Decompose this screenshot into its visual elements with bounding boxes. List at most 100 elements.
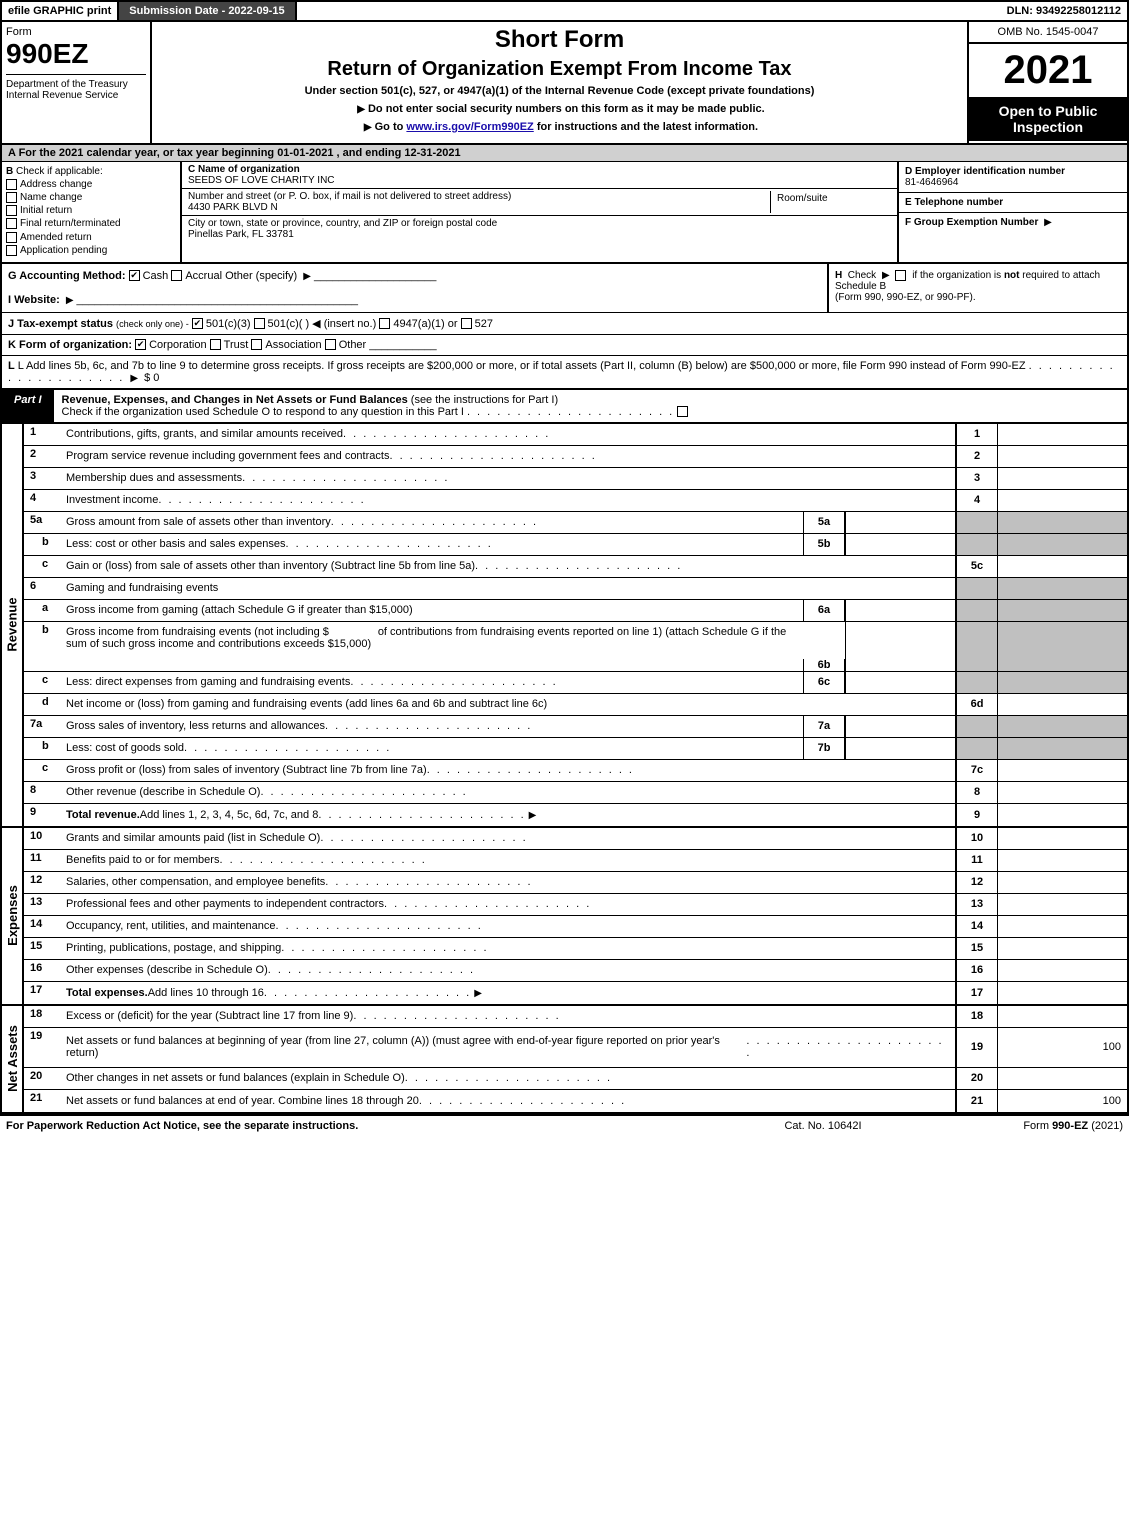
amt-13 xyxy=(997,894,1127,915)
amt-12 xyxy=(997,872,1127,893)
i-label: I Website: xyxy=(8,294,60,306)
form-ref: Form 990-EZ (2021) xyxy=(923,1120,1123,1132)
side-revenue: Revenue xyxy=(2,424,24,826)
b-label: Check if applicable: xyxy=(16,166,103,177)
chk-trust[interactable] xyxy=(210,339,221,350)
chk-cash[interactable] xyxy=(129,270,140,281)
chk-amended[interactable] xyxy=(6,232,17,243)
amt-21: 100 xyxy=(997,1090,1127,1112)
amt-8 xyxy=(997,782,1127,803)
form-header: Form 990EZ Department of the Treasury In… xyxy=(0,22,1129,145)
street: 4430 PARK BLVD N xyxy=(188,202,278,213)
part1-check-text: Check if the organization used Schedule … xyxy=(62,406,464,418)
amt-14 xyxy=(997,916,1127,937)
chk-final[interactable] xyxy=(6,218,17,229)
chk-schedule-o[interactable] xyxy=(677,406,688,417)
arrow-icon xyxy=(526,809,540,821)
cat-no: Cat. No. 10642I xyxy=(723,1120,923,1132)
chk-sched-b[interactable] xyxy=(895,270,906,281)
chk-other[interactable] xyxy=(325,339,336,350)
header-left: Form 990EZ Department of the Treasury In… xyxy=(2,22,152,143)
page-footer: For Paperwork Reduction Act Notice, see … xyxy=(0,1114,1129,1136)
under-section: Under section 501(c), 527, or 4947(a)(1)… xyxy=(160,85,959,97)
chk-501c3[interactable] xyxy=(192,318,203,329)
chk-527[interactable] xyxy=(461,318,472,329)
ein: 81-4646964 xyxy=(905,177,958,188)
arrow-icon xyxy=(1041,217,1055,228)
omb-number: OMB No. 1545-0047 xyxy=(969,22,1127,44)
amt-19: 100 xyxy=(997,1028,1127,1067)
dept-treasury: Department of the Treasury xyxy=(6,79,128,90)
e-phone-label: E Telephone number xyxy=(905,197,1003,208)
amt-18 xyxy=(997,1006,1127,1027)
form-word: Form xyxy=(6,26,146,38)
g-label: G Accounting Method: xyxy=(8,270,126,282)
amt-9 xyxy=(997,804,1127,826)
section-g: G Accounting Method: Cash Accrual Other … xyxy=(2,264,827,312)
chk-address[interactable] xyxy=(6,179,17,190)
section-l: L L Add lines 5b, 6c, and 7b to line 9 t… xyxy=(0,356,1129,389)
chk-4947[interactable] xyxy=(379,318,390,329)
chk-pending[interactable] xyxy=(6,245,17,256)
section-h: H Check if the organization is not requi… xyxy=(827,264,1127,312)
amt-17 xyxy=(997,982,1127,1004)
top-bar: efile GRAPHIC print Submission Date - 20… xyxy=(0,0,1129,22)
instr-goto-post: for instructions and the latest informat… xyxy=(534,121,758,133)
revenue-table: Revenue 1Contributions, gifts, grants, a… xyxy=(0,424,1129,828)
dept-irs: Internal Revenue Service xyxy=(6,90,118,101)
title-return: Return of Organization Exempt From Incom… xyxy=(160,58,959,81)
chk-name[interactable] xyxy=(6,192,17,203)
amt-3 xyxy=(997,468,1127,489)
room-label: Room/suite xyxy=(771,191,891,213)
amt-10 xyxy=(997,828,1127,849)
section-d: D Employer identification number 81-4646… xyxy=(897,162,1127,262)
arrow-icon xyxy=(361,121,375,133)
expenses-table: Expenses 10Grants and similar amounts pa… xyxy=(0,828,1129,1006)
arrow-icon xyxy=(300,270,314,282)
header-right: OMB No. 1545-0047 2021 Open to Public In… xyxy=(967,22,1127,143)
chk-initial[interactable] xyxy=(6,205,17,216)
form-number: 990EZ xyxy=(6,38,146,70)
org-name: SEEDS OF LOVE CHARITY INC xyxy=(188,175,335,186)
open-inspection: Open to Public Inspection xyxy=(969,97,1127,141)
header-mid: Short Form Return of Organization Exempt… xyxy=(152,22,967,143)
city-label: City or town, state or province, country… xyxy=(188,218,497,229)
amt-16 xyxy=(997,960,1127,981)
side-net-assets: Net Assets xyxy=(2,1006,24,1112)
arrow-icon xyxy=(354,103,368,115)
section-c: C Name of organization SEEDS OF LOVE CHA… xyxy=(182,162,897,262)
instr-goto-pre: Go to xyxy=(375,121,407,133)
city: Pinellas Park, FL 33781 xyxy=(188,229,294,240)
amt-5c xyxy=(997,556,1127,577)
instr-ssn: Do not enter social security numbers on … xyxy=(368,103,765,115)
amt-6d xyxy=(997,694,1127,715)
d-ein-label: D Employer identification number xyxy=(905,166,1065,177)
irs-link[interactable]: www.irs.gov/Form990EZ xyxy=(406,121,533,133)
arrow-icon xyxy=(127,372,141,384)
title-short-form: Short Form xyxy=(160,26,959,54)
chk-corp[interactable] xyxy=(135,339,146,350)
tax-year: 2021 xyxy=(969,44,1127,97)
chk-501c[interactable] xyxy=(254,318,265,329)
part1-title-bold: Revenue, Expenses, and Changes in Net As… xyxy=(62,394,408,406)
efile-label: efile GRAPHIC print xyxy=(2,2,119,20)
amt-15 xyxy=(997,938,1127,959)
chk-assoc[interactable] xyxy=(251,339,262,350)
amt-4 xyxy=(997,490,1127,511)
paperwork-notice: For Paperwork Reduction Act Notice, see … xyxy=(6,1120,723,1132)
amt-7c xyxy=(997,760,1127,781)
part1-tab: Part I xyxy=(2,390,54,422)
amt-1 xyxy=(997,424,1127,445)
section-k: K Form of organization: Corporation Trus… xyxy=(0,335,1129,356)
street-label: Number and street (or P. O. box, if mail… xyxy=(188,191,511,202)
net-assets-table: Net Assets 18Excess or (deficit) for the… xyxy=(0,1006,1129,1114)
arrow-icon xyxy=(63,294,77,306)
chk-accrual[interactable] xyxy=(171,270,182,281)
arrow-icon xyxy=(471,987,485,999)
part1-header: Part I Revenue, Expenses, and Changes in… xyxy=(0,389,1129,424)
block-gh: G Accounting Method: Cash Accrual Other … xyxy=(0,264,1129,313)
amt-11 xyxy=(997,850,1127,871)
section-j: J Tax-exempt status (check only one) - 5… xyxy=(0,313,1129,335)
side-expenses: Expenses xyxy=(2,828,24,1004)
f-group-label: F Group Exemption Number xyxy=(905,217,1038,228)
